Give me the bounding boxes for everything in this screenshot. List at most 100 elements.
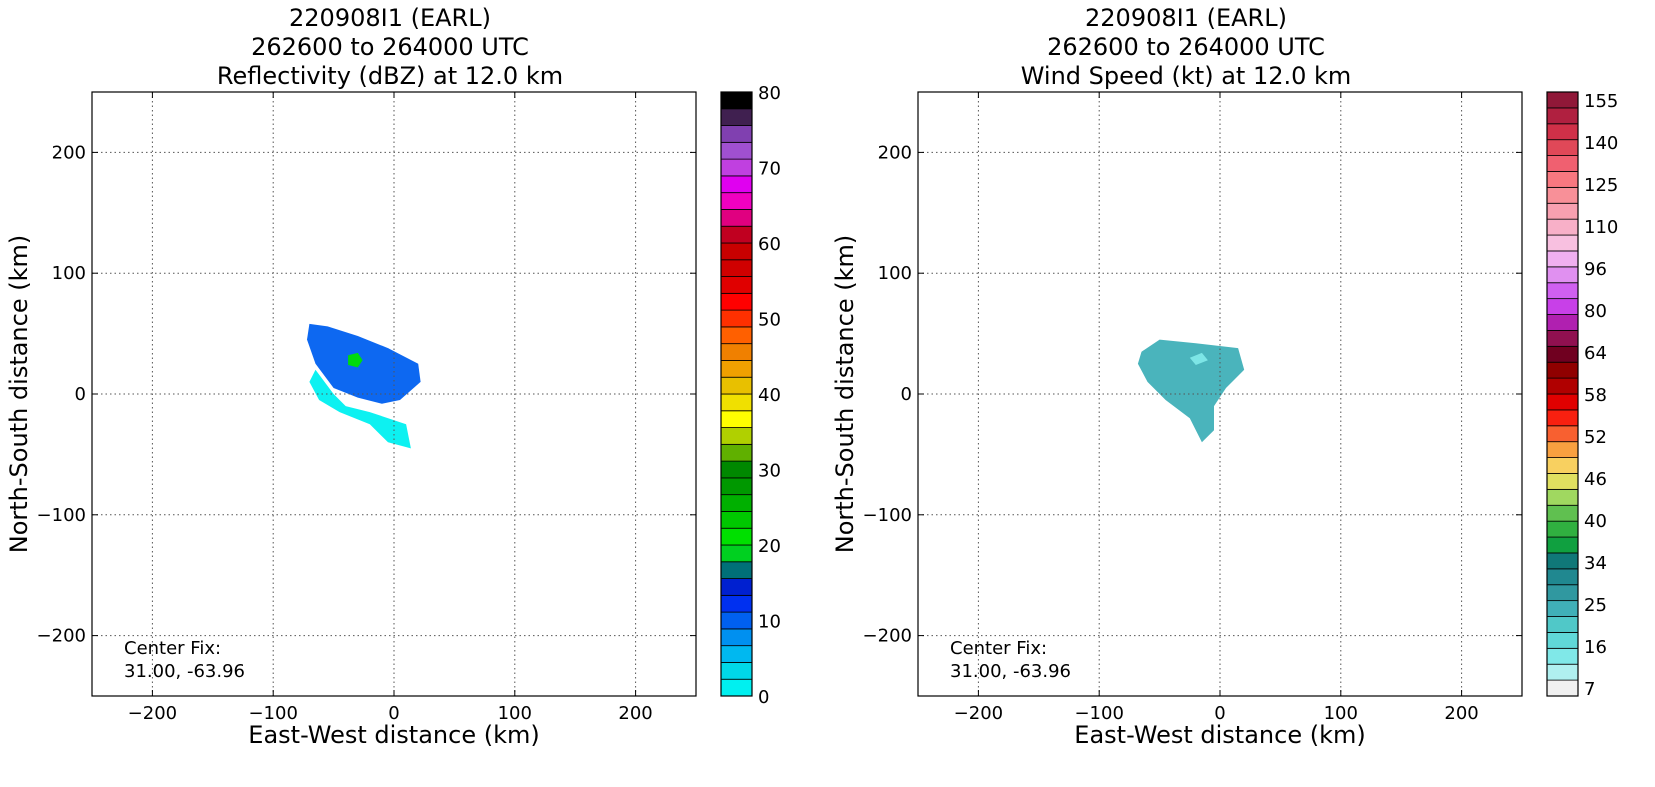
wind-speed-title: 220908I1 (EARL) 262600 to 264000 UTC Win…: [866, 4, 1506, 91]
colorbar-segment: [1546, 202, 1579, 220]
reflectivity-title: 220908I1 (EARL) 262600 to 264000 UTC Ref…: [70, 4, 710, 91]
colorbar-segment: [1546, 632, 1579, 649]
y-tick-label: −100: [37, 505, 86, 526]
x-axis-label: East-West distance (km): [248, 721, 539, 749]
colorbar-segment: [1546, 282, 1579, 300]
colorbar-segment: [1546, 234, 1579, 252]
colorbar-segment: [1546, 123, 1579, 141]
colorbar-frame: [1546, 91, 1579, 697]
reflectivity-plot: −200 −100 0 100 200−200−1000100200East-West …: [5, 83, 781, 749]
y-tick-label: −200: [37, 626, 86, 647]
title-line-2: 262600 to 264000 UTC: [1047, 33, 1325, 61]
y-tick-label: 0: [901, 384, 912, 405]
colorbar-segment: [1546, 266, 1579, 284]
colorbar-segment: [1546, 457, 1579, 474]
colorbar-tick-label: 40: [758, 385, 781, 406]
colorbar-segment: [1546, 298, 1579, 315]
colorbar-segment: [1546, 139, 1579, 156]
x-tick-label: 0: [1214, 703, 1225, 724]
x-tick-label: 100: [498, 703, 532, 724]
colorbar-tick-label: 25: [1584, 595, 1607, 616]
y-tick-label: 100: [52, 263, 86, 284]
title-line-3: Wind Speed (kt) at 12.0 km: [1020, 62, 1352, 90]
x-tick-label: 200: [1444, 703, 1478, 724]
colorbar-segment: [1546, 663, 1579, 681]
colorbar-segment: [1546, 393, 1579, 411]
colorbar-frame: [720, 91, 753, 697]
colorbar-tick-label: 46: [1584, 469, 1607, 490]
colorbar-segment: [1546, 488, 1579, 506]
colorbar-tick-label: 16: [1584, 637, 1607, 658]
title-line-2: 262600 to 264000 UTC: [251, 33, 529, 61]
echo-region-wind-max: [1189, 352, 1208, 365]
y-tick-label: 100: [878, 263, 912, 284]
colorbar-segment: [1546, 107, 1579, 125]
echo-region-main-echo: [307, 323, 421, 404]
colorbar-segment: [1546, 679, 1579, 697]
colorbar-segment: [1546, 504, 1579, 522]
colorbar-segment: [1546, 314, 1579, 331]
x-tick-label: −100: [1074, 703, 1123, 724]
y-tick-label: 0: [75, 384, 86, 405]
title-line-1: 220908I1 (EARL): [1085, 4, 1287, 32]
x-axis-label: East-West distance (km): [1074, 721, 1365, 749]
colorbar-tick-label: 70: [758, 159, 781, 180]
colorbar-tick-label: 155: [1584, 91, 1618, 112]
colorbar-tick-label: 10: [758, 612, 781, 633]
colorbar-segment: [1546, 361, 1579, 379]
colorbar-tick-label: 52: [1584, 427, 1607, 448]
title-line-1: 220908I1 (EARL): [289, 4, 491, 32]
center-fix-value: 31.00, -63.96: [124, 661, 245, 682]
center-fix-label: Center Fix:: [124, 638, 221, 659]
colorbar-tick-label: 80: [1584, 301, 1607, 322]
colorbar-segment: [1546, 377, 1579, 395]
colorbar-segment: [1546, 218, 1579, 236]
colorbar-segment: [1546, 91, 1579, 109]
colorbar-tick-label: 60: [758, 234, 781, 255]
colorbar-tick-label: 110: [1584, 217, 1618, 238]
title-line-3: Reflectivity (dBZ) at 12.0 km: [216, 62, 564, 90]
colorbar-tick-label: 80: [758, 83, 781, 104]
colorbar-tick-label: 20: [758, 536, 781, 557]
y-axis-label: North-South distance (km): [831, 235, 859, 554]
y-axis-label: North-South distance (km): [5, 235, 33, 554]
x-tick-label: 100: [1324, 703, 1358, 724]
colorbar-tick-label: 34: [1584, 553, 1607, 574]
y-tick-label: 200: [52, 142, 86, 163]
colorbar-segment: [1546, 171, 1579, 188]
colorbar-tick-label: 40: [1584, 511, 1607, 532]
colorbar-tick-label: 125: [1584, 175, 1618, 196]
colorbar-tick-label: 50: [758, 310, 781, 331]
colorbar-tick-label: 140: [1584, 133, 1618, 154]
colorbar-tick-label: 30: [758, 461, 781, 482]
colorbar-segment: [1546, 616, 1579, 633]
colorbar-tick-label: 0: [758, 687, 769, 708]
x-tick-label: 200: [618, 703, 652, 724]
center-fix-value: 31.00, -63.96: [950, 661, 1071, 682]
colorbar-tick-label: 64: [1584, 343, 1607, 364]
echo-region-outer-echo: [309, 369, 411, 449]
y-tick-label: −200: [863, 626, 912, 647]
y-tick-label: 200: [878, 142, 912, 163]
colorbar-segment: [1546, 250, 1579, 268]
x-tick-label: 0: [388, 703, 399, 724]
x-tick-label: −200: [954, 703, 1003, 724]
echo-region-wind-field: [1137, 339, 1245, 443]
colorbar-segment: [1546, 330, 1579, 347]
colorbar-segment: [1546, 345, 1579, 363]
colorbar-tick-label: 7: [1584, 679, 1595, 700]
colorbar-segment: [1546, 647, 1579, 665]
y-tick-label: −100: [863, 505, 912, 526]
colorbar-segment: [1546, 552, 1579, 570]
center-fix-label: Center Fix:: [950, 638, 1047, 659]
colorbar-segment: [1546, 600, 1579, 617]
x-tick-label: −100: [248, 703, 297, 724]
colorbar-segment: [1546, 155, 1579, 172]
echo-region-core: [348, 352, 363, 368]
colorbar-segment: [1546, 568, 1579, 586]
colorbar-segment: [1546, 441, 1579, 458]
colorbar-segment: [1546, 409, 1579, 427]
colorbar-segment: [1546, 584, 1579, 602]
colorbar-segment: [1546, 473, 1579, 490]
